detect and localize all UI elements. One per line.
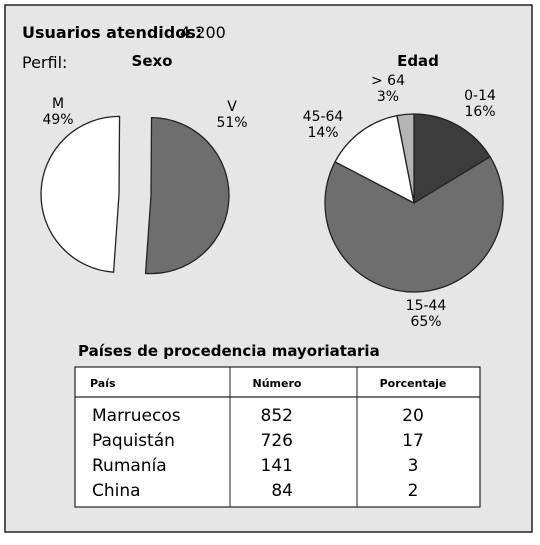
pie-slice (324, 155, 504, 293)
table-title: Países de procedencia mayoriataria (78, 342, 380, 360)
pie-slice (413, 113, 492, 205)
slice-value-label: 65% (410, 314, 441, 330)
slice-label: > 64 (371, 73, 405, 89)
table-cell: 20 (402, 406, 424, 426)
slice-value-label: 49% (42, 112, 73, 128)
table-cell: 726 (261, 431, 293, 451)
slice-label: M (52, 96, 64, 112)
chart-title: Sexo (132, 52, 173, 70)
slice-label: 0-14 (464, 88, 496, 104)
profile-label: Perfil: (22, 53, 67, 72)
table-cell: 17 (402, 431, 424, 451)
table-cell: 3 (408, 456, 419, 476)
table-cell: China (92, 481, 141, 501)
pie-slice (396, 113, 415, 204)
pie-slice (144, 116, 230, 275)
table-cell: 2 (408, 481, 419, 501)
table-cell: 141 (261, 456, 293, 476)
pie-slice (40, 115, 121, 273)
table-header: Porcentaje (380, 377, 447, 390)
slice-value-label: 16% (464, 104, 495, 120)
slice-label: 15-44 (406, 298, 447, 314)
slice-value-label: 14% (307, 125, 338, 141)
table-cell: 84 (271, 481, 293, 501)
table-cell: 852 (261, 406, 293, 426)
table-cell: Paquistán (92, 431, 175, 451)
slice-value-label: 3% (377, 89, 399, 105)
slice-value-label: 51% (216, 115, 247, 131)
table-cell: Marruecos (92, 406, 181, 426)
table-header: Número (253, 377, 302, 390)
table-box (74, 366, 481, 508)
chart-title: Edad (397, 52, 439, 70)
slice-label: V (227, 99, 237, 115)
pie-slice (334, 114, 415, 205)
slice-label: 45-64 (303, 109, 344, 125)
table-header: País (90, 377, 116, 390)
header-label: Usuarios atendidos: (22, 23, 202, 42)
table-cell: Rumanía (92, 456, 167, 476)
header-value: 4.200 (180, 23, 226, 42)
